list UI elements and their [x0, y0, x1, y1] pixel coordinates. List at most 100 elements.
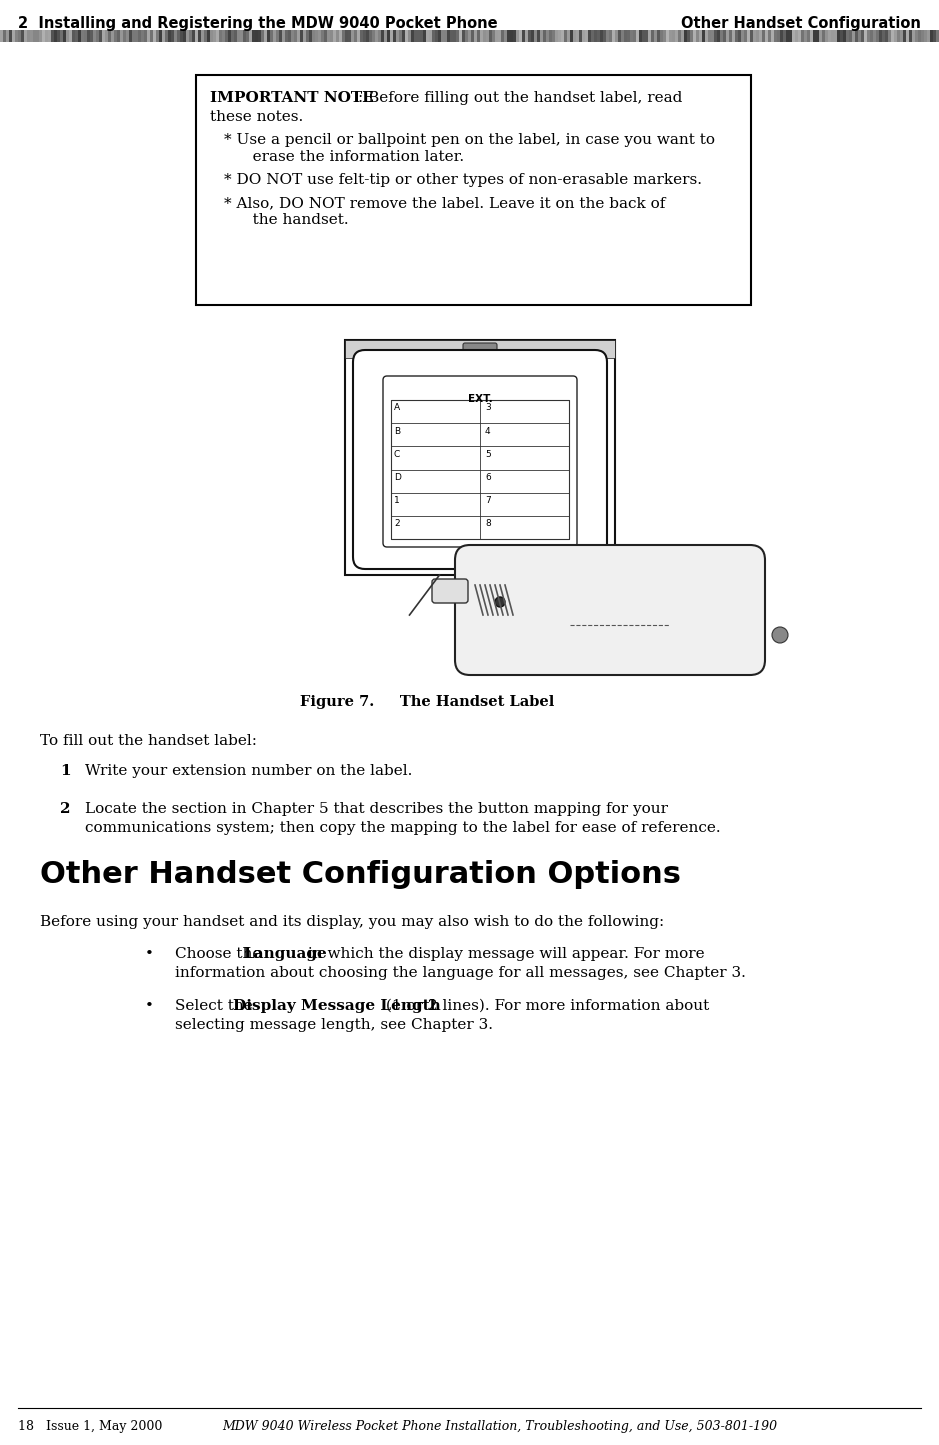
Text: 5: 5	[485, 449, 491, 460]
Bar	[597, 30, 600, 42]
Bar	[747, 30, 750, 42]
Bar	[339, 30, 342, 42]
Bar	[141, 30, 144, 42]
Bar	[666, 30, 669, 42]
Text: Select the: Select the	[175, 998, 257, 1013]
Bar	[51, 30, 54, 42]
Bar	[591, 30, 594, 42]
Bar	[669, 30, 672, 42]
Bar	[255, 30, 258, 42]
Text: Other Handset Configuration: Other Handset Configuration	[681, 16, 921, 30]
Bar	[294, 30, 297, 42]
Bar	[279, 30, 282, 42]
Bar	[189, 30, 192, 42]
Bar	[657, 30, 660, 42]
Bar	[366, 30, 369, 42]
Bar	[891, 30, 894, 42]
Bar	[912, 30, 915, 42]
Text: 2  Installing and Registering the MDW 9040 Pocket Phone: 2 Installing and Registering the MDW 904…	[18, 16, 498, 30]
Bar	[468, 30, 471, 42]
Bar	[330, 30, 333, 42]
Bar	[516, 30, 519, 42]
Bar	[369, 30, 372, 42]
Bar	[888, 30, 891, 42]
Bar	[126, 30, 129, 42]
Bar	[381, 30, 384, 42]
Bar	[231, 30, 234, 42]
Bar	[69, 30, 72, 42]
Bar	[309, 30, 312, 42]
Bar	[930, 30, 933, 42]
Bar	[87, 30, 90, 42]
Text: Before using your handset and its display, you may also wish to do the following: Before using your handset and its displa…	[40, 915, 664, 929]
Bar	[39, 30, 42, 42]
Bar	[336, 30, 339, 42]
Bar	[168, 30, 171, 42]
Text: 18   Issue 1, May 2000: 18 Issue 1, May 2000	[18, 1420, 162, 1433]
Bar	[465, 30, 468, 42]
Bar	[159, 30, 162, 42]
Bar	[765, 30, 768, 42]
Bar	[768, 30, 771, 42]
Text: •: •	[145, 998, 154, 1013]
Bar	[558, 30, 561, 42]
Bar	[525, 30, 528, 42]
Text: EXT.: EXT.	[468, 394, 493, 405]
Bar	[228, 30, 231, 42]
Bar	[816, 30, 819, 42]
Bar	[42, 30, 45, 42]
Bar	[708, 30, 711, 42]
FancyBboxPatch shape	[463, 342, 497, 354]
Bar	[471, 30, 474, 42]
Bar	[897, 30, 900, 42]
Bar	[453, 30, 456, 42]
Text: : Before filling out the handset label, read: : Before filling out the handset label, …	[358, 91, 683, 105]
Bar	[201, 30, 204, 42]
Bar	[594, 30, 597, 42]
Bar	[801, 30, 804, 42]
Bar	[861, 30, 864, 42]
Bar	[681, 30, 684, 42]
Bar	[312, 30, 315, 42]
Bar	[165, 30, 168, 42]
Bar	[915, 30, 918, 42]
Bar	[246, 30, 249, 42]
Bar	[9, 30, 12, 42]
Bar	[705, 30, 708, 42]
Bar	[459, 30, 462, 42]
Bar	[372, 30, 375, 42]
Bar	[171, 30, 174, 42]
Bar	[900, 30, 903, 42]
Bar	[30, 30, 33, 42]
Text: selecting message length, see Chapter 3.: selecting message length, see Chapter 3.	[175, 1017, 493, 1032]
Bar	[600, 30, 603, 42]
Text: the handset.: the handset.	[238, 212, 348, 227]
Bar	[300, 30, 303, 42]
Bar	[216, 30, 219, 42]
Bar	[114, 30, 117, 42]
Bar	[27, 30, 30, 42]
Bar	[627, 30, 630, 42]
Circle shape	[772, 627, 788, 643]
Bar	[66, 30, 69, 42]
Bar	[678, 30, 681, 42]
Bar	[921, 30, 924, 42]
Bar	[498, 30, 501, 42]
Bar	[759, 30, 762, 42]
Bar	[357, 30, 360, 42]
Bar	[391, 400, 569, 539]
Bar	[243, 30, 246, 42]
Bar	[360, 30, 363, 42]
Bar	[882, 30, 885, 42]
Bar	[147, 30, 150, 42]
Bar	[384, 30, 387, 42]
Bar	[762, 30, 765, 42]
Bar	[93, 30, 96, 42]
Bar	[567, 30, 570, 42]
Bar	[54, 30, 57, 42]
Bar	[807, 30, 810, 42]
Bar	[504, 30, 507, 42]
Bar	[441, 30, 444, 42]
Bar	[111, 30, 114, 42]
Bar	[837, 30, 840, 42]
